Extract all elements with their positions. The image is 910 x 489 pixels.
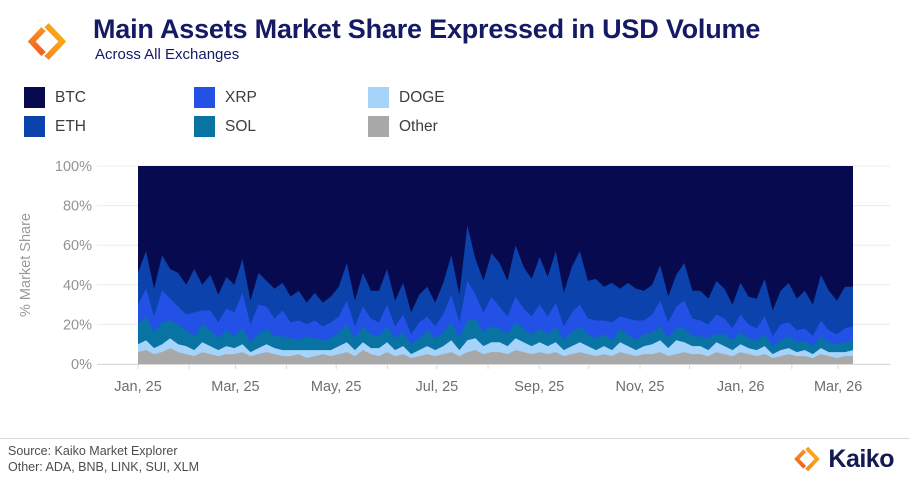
svg-text:Nov, 25: Nov, 25 <box>616 379 665 395</box>
svg-text:20%: 20% <box>63 317 92 333</box>
svg-text:0%: 0% <box>71 357 92 373</box>
kaiko-brand: Kaiko <box>793 444 894 474</box>
source-note: Source: Kaiko Market Explorer <box>8 444 178 458</box>
svg-text:Jan, 26: Jan, 26 <box>717 379 765 395</box>
legend-item-sol: SOL <box>194 116 368 137</box>
legend-item-other: Other <box>368 116 568 137</box>
svg-text:80%: 80% <box>63 199 92 215</box>
svg-text:60%: 60% <box>63 238 92 254</box>
eth-color-swatch <box>24 116 45 137</box>
legend-item-eth: ETH <box>24 116 194 137</box>
svg-text:Mar, 26: Mar, 26 <box>814 379 862 395</box>
svg-text:40%: 40% <box>63 278 92 294</box>
page-subtitle: Across All Exchanges <box>95 46 240 63</box>
legend-item-btc: BTC <box>24 87 194 108</box>
legend-label: ETH <box>55 117 86 135</box>
svg-text:Jul, 25: Jul, 25 <box>416 379 459 395</box>
legend-label: Other <box>399 117 438 135</box>
btc-color-swatch <box>24 87 45 108</box>
page-title: Main Assets Market Share Expressed in US… <box>93 14 761 44</box>
legend-item-doge: DOGE <box>368 87 568 108</box>
chart-legend: BTC XRP DOGE ETH SOL Other <box>24 87 568 137</box>
legend-label: SOL <box>225 117 257 135</box>
other-assets-note: Other: ADA, BNB, LINK, SUI, XLM <box>8 460 200 474</box>
legend-label: BTC <box>55 88 86 106</box>
svg-text:Jan, 25: Jan, 25 <box>114 379 162 395</box>
kaiko-wordmark: Kaiko <box>828 444 894 473</box>
footer-divider <box>0 438 910 439</box>
xrp-color-swatch <box>194 87 215 108</box>
footer-notes: Source: Kaiko Market Explorer Other: ADA… <box>8 443 199 475</box>
kaiko-logo-icon <box>27 23 67 60</box>
legend-label: XRP <box>225 88 257 106</box>
svg-text:Sep, 25: Sep, 25 <box>514 379 564 395</box>
doge-color-swatch <box>368 87 389 108</box>
svg-text:May, 25: May, 25 <box>311 379 362 395</box>
legend-item-xrp: XRP <box>194 87 368 108</box>
header: Main Assets Market Share Expressed in US… <box>93 13 760 64</box>
other-color-swatch <box>368 116 389 137</box>
legend-label: DOGE <box>399 88 445 106</box>
svg-text:100%: 100% <box>55 159 92 175</box>
kaiko-logo-icon <box>794 446 821 472</box>
stacked-area-chart: 0% 20% 40% 60% 80% 100% % Market Share Jan, 25 M… <box>18 159 890 395</box>
sol-color-swatch <box>194 116 215 137</box>
svg-text:Mar, 25: Mar, 25 <box>211 379 259 395</box>
svg-text:% Market Share: % Market Share <box>18 213 34 317</box>
